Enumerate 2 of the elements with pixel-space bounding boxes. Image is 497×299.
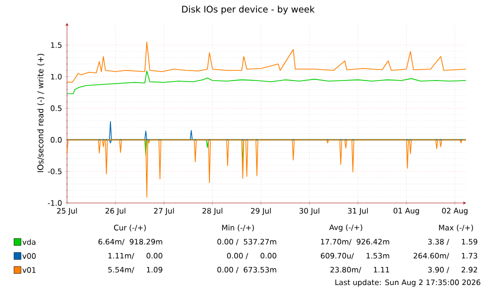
chart-title: Disk IOs per device - by week <box>182 6 315 14</box>
y-axis-title: IOs/second read (-) / write (+) <box>37 54 44 172</box>
